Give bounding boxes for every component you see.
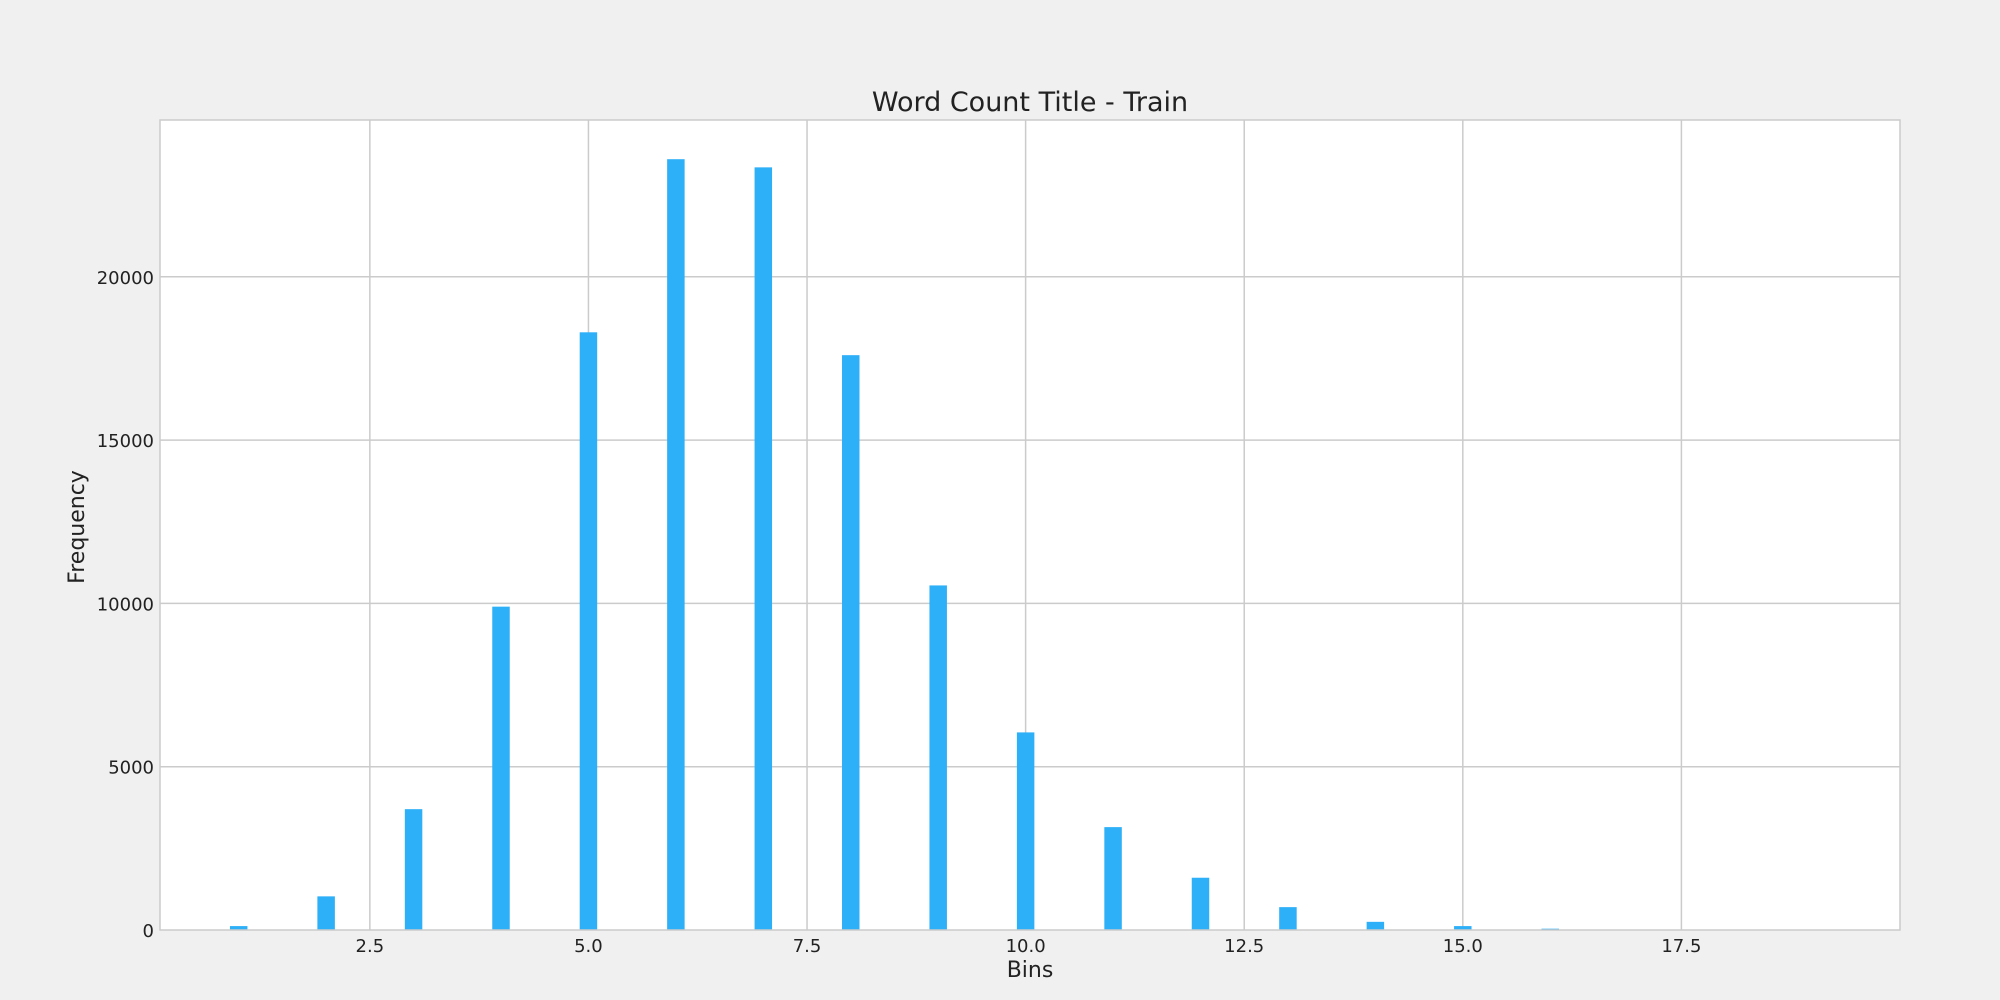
- histogram-bar: [1366, 921, 1385, 930]
- y-tick-labels: 0 5000 10000 15000 20000: [97, 268, 154, 942]
- y-tick-label: 15000: [97, 431, 154, 452]
- histogram-bar: [229, 926, 248, 930]
- histogram-bar: [492, 606, 510, 930]
- histogram-bar: [317, 896, 335, 930]
- x-axis-label: Bins: [1007, 958, 1054, 983]
- histogram-bar: [1279, 907, 1297, 930]
- histogram-bar: [404, 809, 423, 930]
- x-tick-labels: 2.5 5.0 7.5 10.0 12.5 15.0 17.5: [356, 936, 1702, 957]
- x-tick-label: 12.5: [1224, 936, 1264, 957]
- histogram-bar: [1104, 827, 1122, 930]
- bars: [229, 159, 1559, 931]
- histogram-bar: [929, 585, 947, 930]
- x-tick-label: 5.0: [574, 936, 603, 957]
- y-tick-label: 10000: [97, 594, 154, 615]
- x-tick-label: 17.5: [1661, 936, 1701, 957]
- x-tick-label: 2.5: [356, 936, 385, 957]
- histogram-bar: [667, 159, 685, 930]
- y-axis-label: Frequency: [65, 470, 90, 584]
- histogram-bar: [754, 167, 773, 930]
- histogram-bar: [579, 332, 598, 930]
- histogram-bar: [1191, 877, 1210, 930]
- chart-title: Word Count Title - Train: [872, 87, 1188, 118]
- y-tick-label: 20000: [97, 268, 154, 289]
- plot-frame: [159, 119, 1901, 931]
- histogram-bar: [1454, 926, 1472, 930]
- x-tick-label: 10.0: [1006, 936, 1046, 957]
- histogram-bar: [842, 355, 860, 931]
- x-tick-label: 15.0: [1443, 936, 1483, 957]
- y-tick-label: 5000: [108, 758, 154, 779]
- y-tick-label: 0: [143, 921, 154, 942]
- x-tick-label: 7.5: [793, 936, 822, 957]
- histogram-bar: [1016, 732, 1035, 930]
